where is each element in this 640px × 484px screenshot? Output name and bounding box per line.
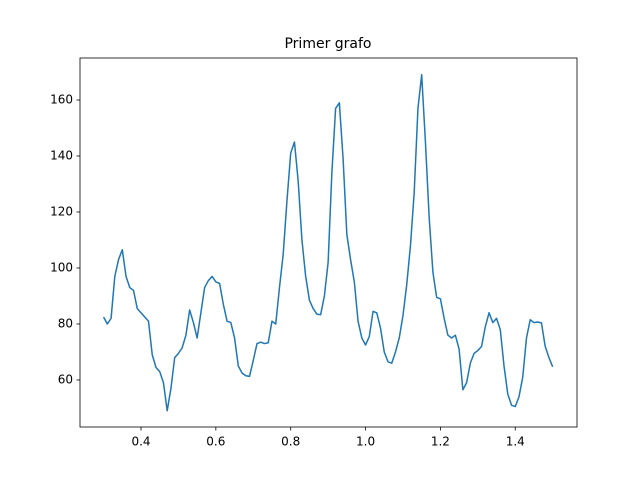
x-tick-label: 1.4 xyxy=(506,435,525,449)
x-tick-label: 1.0 xyxy=(356,435,375,449)
x-tick-label: 1.2 xyxy=(431,435,450,449)
y-tick-label: 160 xyxy=(50,92,73,106)
y-tick-label: 100 xyxy=(50,260,73,274)
y-tick-label: 140 xyxy=(50,148,73,162)
y-tick-label: 120 xyxy=(50,204,73,218)
plot-frame xyxy=(79,57,578,428)
x-tick-label: 0.8 xyxy=(281,435,300,449)
x-tick-label: 0.6 xyxy=(206,435,225,449)
line xyxy=(102,74,554,412)
y-tick-label: 60 xyxy=(58,372,73,386)
y-tick-label: 80 xyxy=(58,316,73,330)
x-tick-label: 0.4 xyxy=(131,435,150,449)
chart-title: Primer grafo xyxy=(284,36,371,52)
